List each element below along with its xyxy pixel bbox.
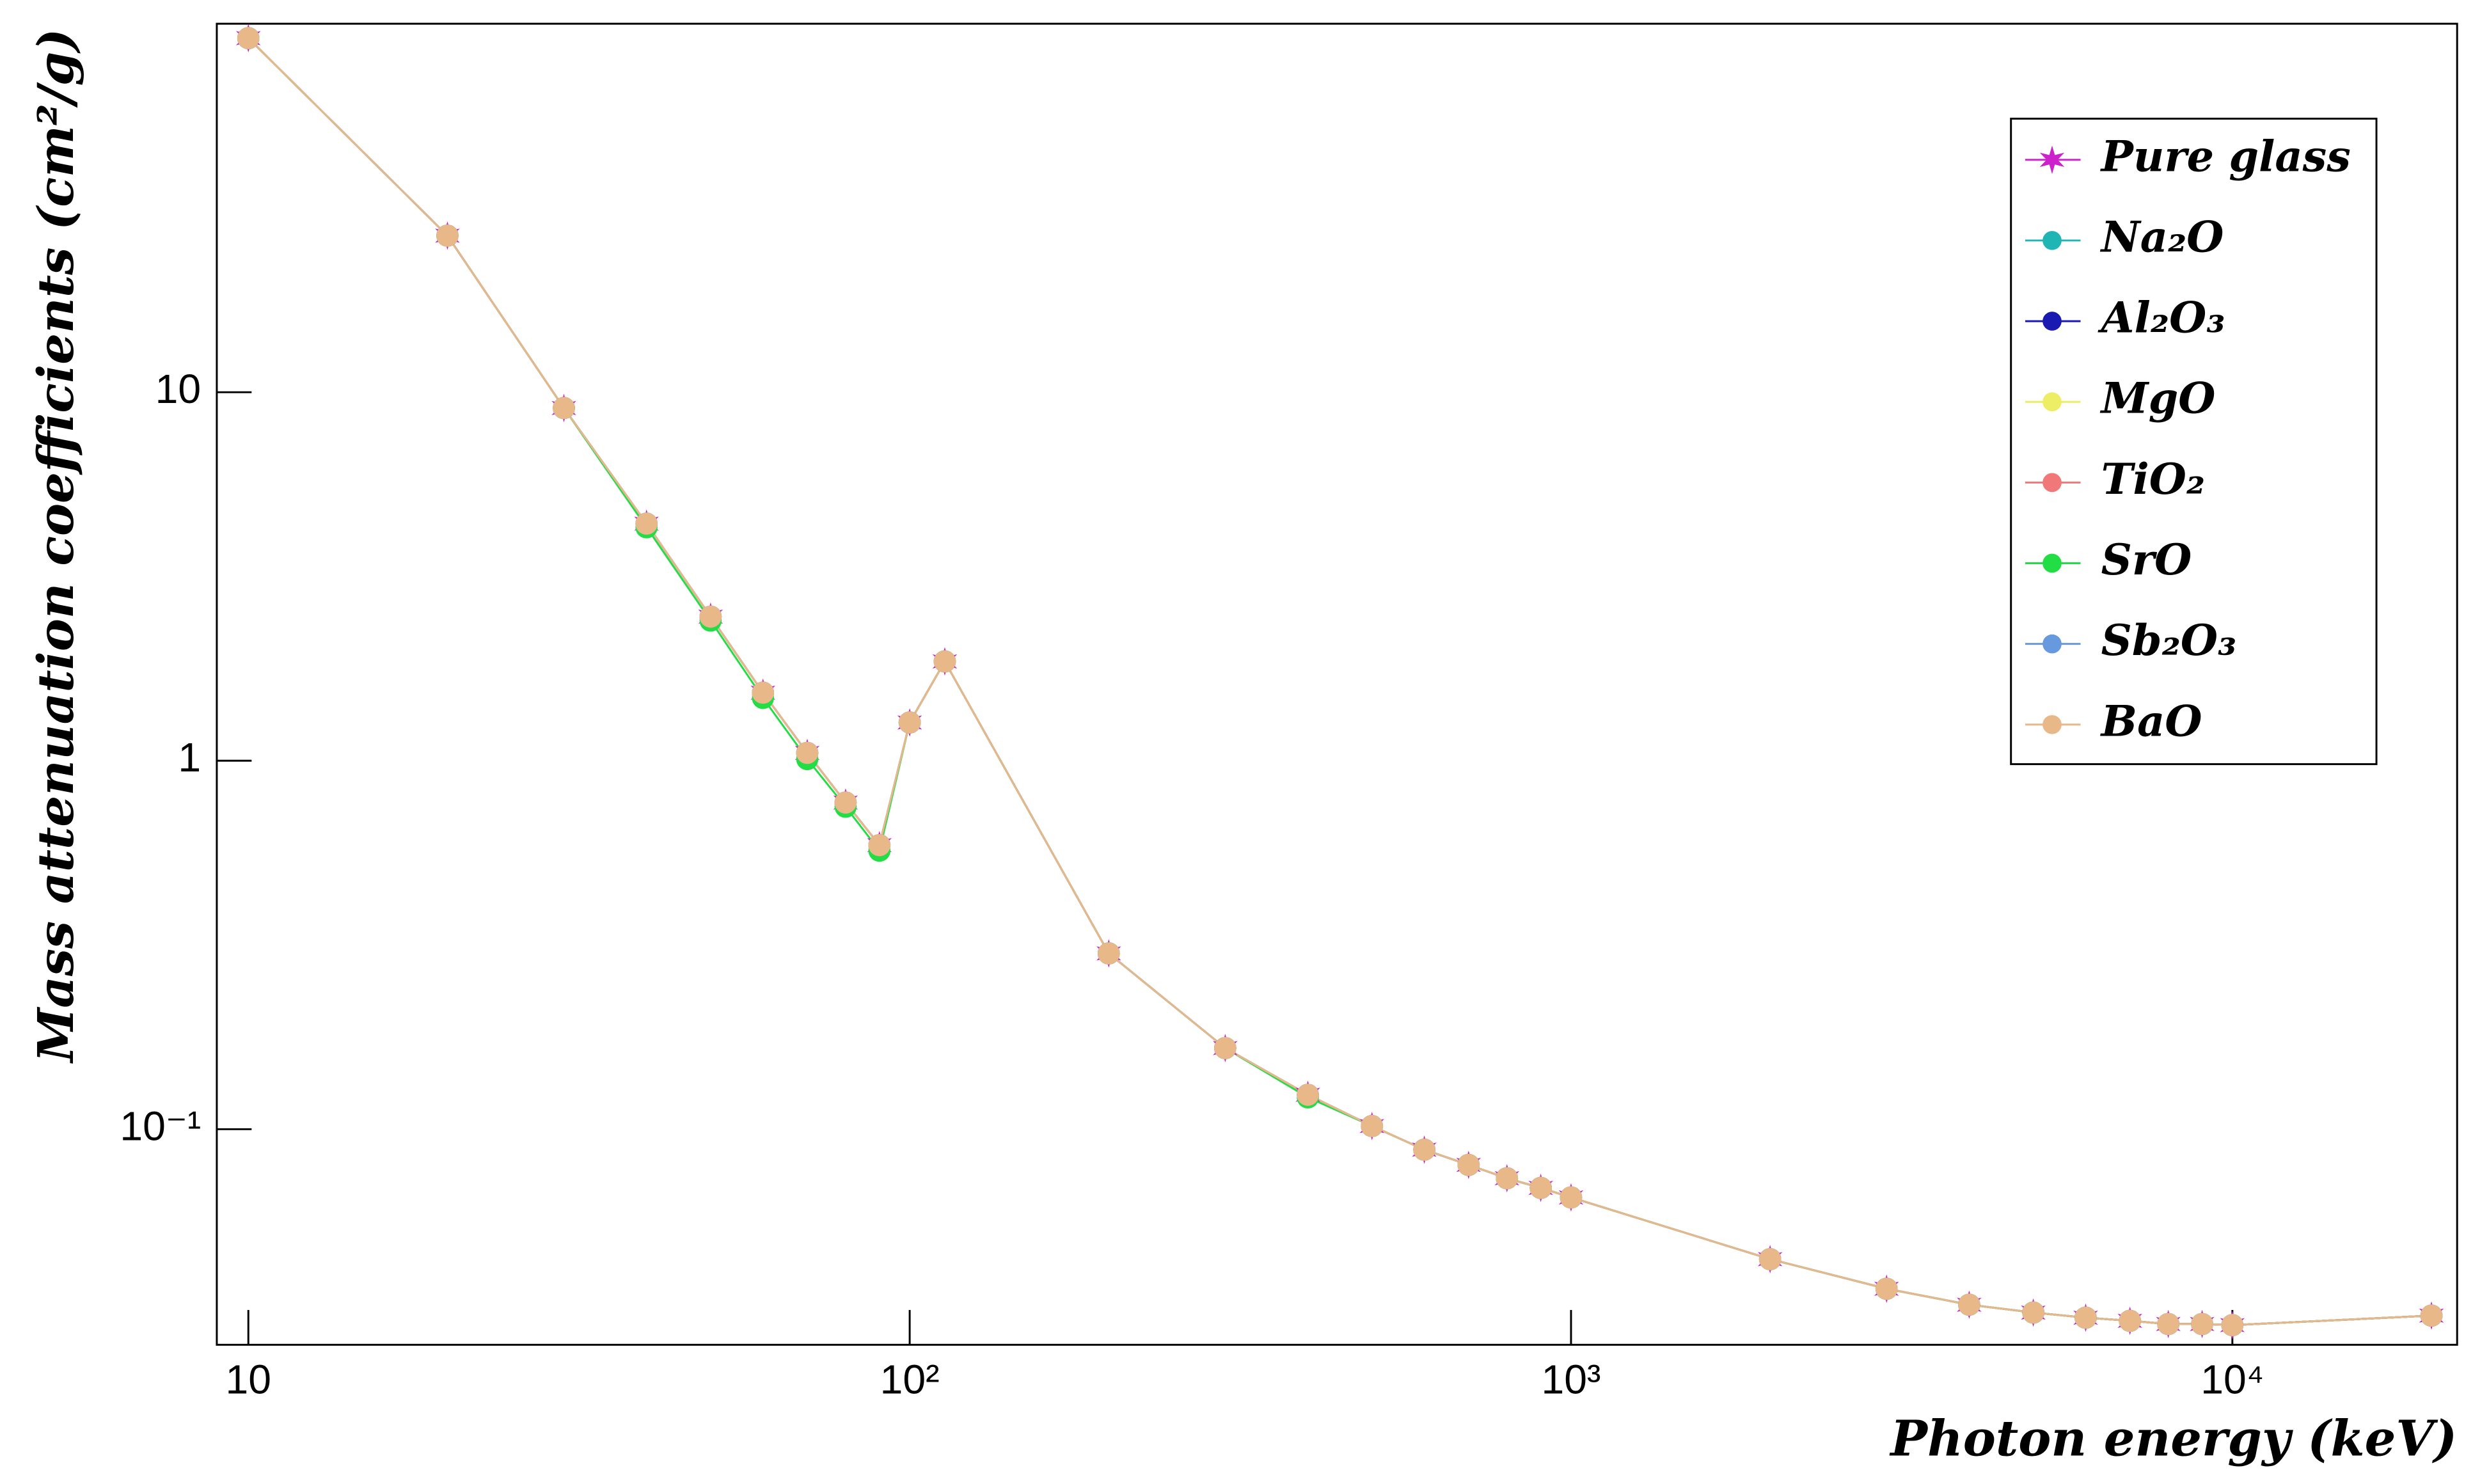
marker [796, 741, 819, 764]
legend-marker [2042, 473, 2062, 493]
marker [2221, 1314, 2244, 1336]
marker [1361, 1115, 1384, 1137]
legend-marker [2042, 392, 2062, 412]
marker [1875, 1277, 1898, 1300]
legend-box [2010, 118, 2378, 766]
y-tick-label: 1 [178, 734, 201, 780]
marker [1098, 942, 1120, 965]
marker [2119, 1309, 2141, 1332]
x-tick-label: 10⁴ [2200, 1357, 2264, 1403]
marker [868, 833, 891, 856]
legend-label: Na₂O [2100, 211, 2224, 262]
marker [699, 605, 722, 628]
marker [1529, 1176, 1552, 1199]
marker [2420, 1304, 2443, 1327]
marker [2191, 1313, 2213, 1336]
marker [834, 791, 857, 814]
legend-label: BaO [2100, 695, 2202, 746]
marker [436, 225, 459, 247]
marker [237, 27, 260, 49]
marker [2157, 1313, 2179, 1336]
marker [1413, 1138, 1435, 1161]
legend-marker [2042, 714, 2062, 734]
legend-marker [2042, 231, 2062, 250]
legend-label: Pure glass [2100, 130, 2351, 181]
marker [2074, 1306, 2097, 1329]
x-tick-label: 10 [225, 1357, 271, 1403]
legend-label: Sb₂O₃ [2101, 615, 2237, 665]
x-tick-label: 10² [880, 1357, 940, 1403]
marker [898, 711, 921, 734]
legend-label: SrO [2101, 534, 2192, 585]
marker [1297, 1084, 1319, 1106]
legend-label: TiO₂ [2101, 454, 2205, 504]
plot-frame [216, 22, 2458, 1346]
legend-marker [2039, 145, 2065, 175]
marker [1214, 1037, 1236, 1059]
marker [1496, 1167, 1519, 1190]
legend-marker [2042, 312, 2062, 331]
marker [1958, 1293, 1980, 1316]
x-tick-label: 10³ [1541, 1357, 1600, 1403]
marker [635, 512, 658, 535]
y-tick-label: 10⁻¹ [120, 1103, 201, 1149]
legend-marker [2042, 553, 2062, 573]
marker [933, 650, 956, 673]
marker [752, 681, 775, 704]
marker [1758, 1248, 1782, 1270]
marker [2022, 1301, 2044, 1324]
y-axis-label: Mass attenuation coefficients (cm²/g) [28, 29, 85, 1064]
legend-marker [2042, 634, 2062, 654]
legend-label: MgO [2100, 373, 2216, 423]
marker [1560, 1186, 1583, 1209]
x-axis-label: Photon energy (keV) [1889, 1410, 2457, 1468]
marker [553, 397, 575, 420]
marker [1457, 1153, 1480, 1176]
y-tick-label: 10 [155, 366, 201, 412]
legend-label: Al₂O₃ [2098, 292, 2225, 343]
